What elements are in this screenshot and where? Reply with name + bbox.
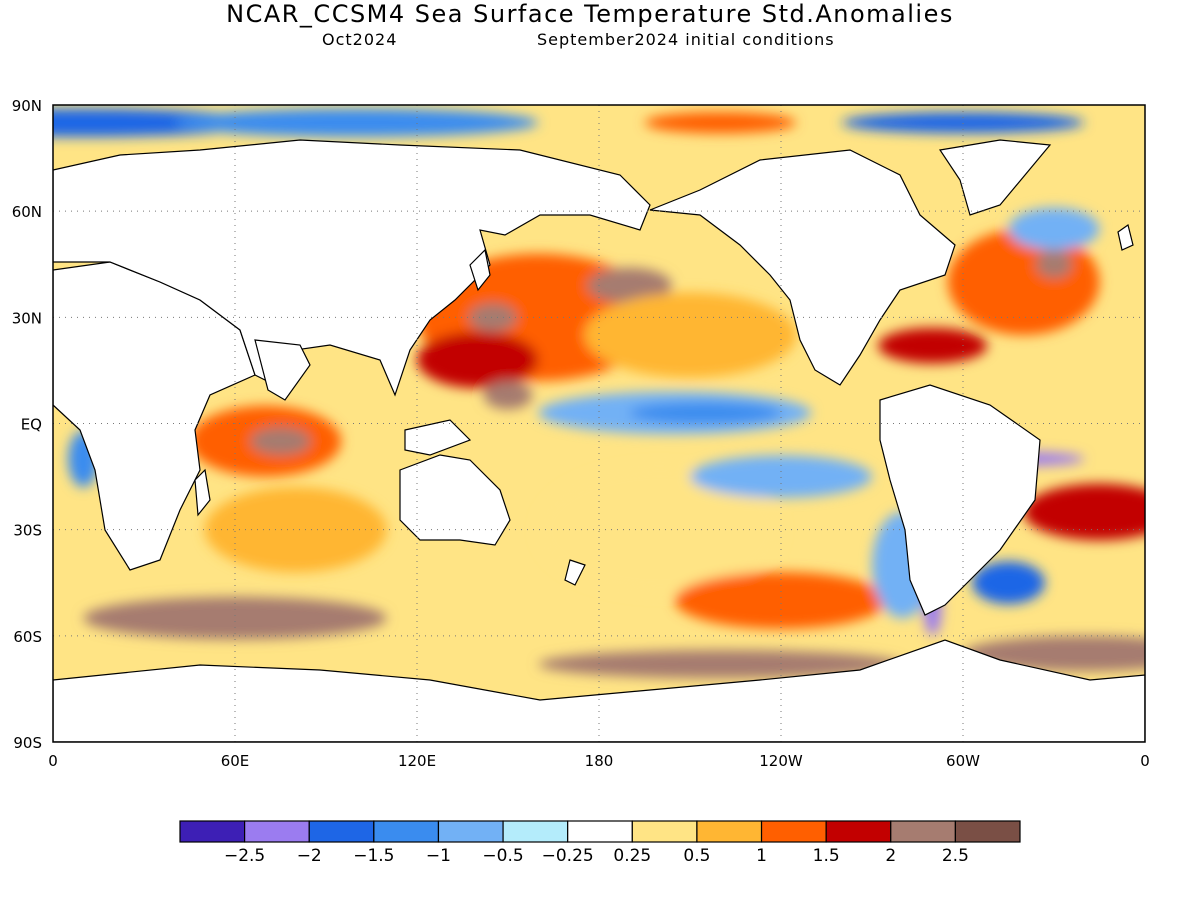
colorbar-label: −1.5 (353, 846, 394, 866)
map-title: NCAR_CCSM4 Sea Surface Temperature Std.A… (226, 0, 954, 28)
colorbar-label: −0.25 (542, 846, 594, 866)
lon-tick-label: 120E (398, 752, 436, 770)
lon-tick-label: 60E (221, 752, 250, 770)
colorbar-label: 2.5 (942, 846, 969, 866)
colorbar-swatch (373, 820, 440, 843)
lat-tick-label: 90S (13, 734, 42, 752)
anomaly-region-11 (83, 596, 387, 640)
lon-tick-label: 0 (48, 752, 58, 770)
colorbar-label: 0.25 (613, 846, 651, 866)
colorbar-label: −1 (426, 846, 451, 866)
colorbar-swatch (437, 820, 504, 843)
anomaly-region-9 (690, 455, 872, 498)
map-frame (52, 104, 1146, 743)
anomaly-region-10 (674, 572, 888, 629)
anomaly-region-21 (972, 561, 1045, 604)
colorbar-swatch (954, 820, 1021, 843)
axis-tick-labels: 90N 60N 30N EQ 30S 60S 90S 0 60E 120E 180 120W 60W 0 (12, 97, 1150, 770)
lon-tick-label: 180 (585, 752, 614, 770)
colorbar: −2.5 −2 −1.5 −1 −0.5 −0.25 0.25 0.5 1 1.5 2 2.5 (179, 820, 1021, 866)
land-uk (1117, 224, 1134, 251)
colorbar-swatch (308, 820, 375, 843)
anomaly-region-2 (468, 303, 518, 332)
anomaly-region-4 (483, 381, 533, 410)
gridlines (53, 105, 1145, 742)
landmasses (53, 139, 1145, 742)
anomaly-region-29 (841, 112, 1085, 134)
lon-tick-label: 120W (759, 752, 803, 770)
anomaly-region-17 (1035, 250, 1073, 279)
colorbar-swatch (760, 820, 827, 843)
land-eurasia (53, 139, 651, 397)
colorbar-label: 2 (885, 846, 896, 866)
land-india (254, 339, 311, 401)
lon-tick-label: 0 (1140, 752, 1150, 770)
sst-anomaly-map (53, 105, 1145, 742)
anomaly-region-28 (644, 112, 797, 134)
colorbar-swatch (244, 820, 310, 843)
land-madagascar (194, 468, 211, 517)
lat-tick-label: 30S (13, 522, 42, 540)
initial-conditions-label: September2024 initial conditions (537, 30, 835, 49)
land-south-america (879, 384, 1041, 616)
colorbar-label: −0.5 (482, 846, 523, 866)
land-japan (469, 248, 491, 292)
anomaly-region-19 (1008, 207, 1100, 251)
colorbar-swatch (890, 820, 956, 843)
colorbar-label: 1.5 (813, 846, 840, 866)
lat-tick-label: 60S (13, 628, 42, 646)
anomaly-region-20 (1023, 483, 1145, 541)
colorbar-label: −2.5 (224, 846, 265, 866)
colorbar-swatch (825, 820, 892, 843)
colorbar-swatch (502, 820, 569, 843)
colorbar-swatch (631, 820, 698, 843)
forecast-month: Oct2024 (322, 30, 398, 49)
land-antarctica (53, 639, 1145, 742)
colorbar-swatch (567, 820, 633, 843)
land-australia (399, 454, 511, 546)
anomaly-region-1 (586, 267, 672, 304)
anomaly-region-3 (417, 331, 539, 389)
land-new-zealand (564, 559, 586, 586)
land-indonesia (404, 419, 472, 456)
anomaly-region-27 (174, 108, 539, 137)
lat-tick-label: 90N (12, 97, 42, 115)
lat-tick-label: EQ (21, 416, 42, 434)
colorbar-label: 0.5 (683, 846, 710, 866)
anomaly-region-18 (878, 327, 988, 364)
anomaly-region-15 (204, 487, 387, 573)
land-north-america (649, 149, 956, 386)
colorbar-swatch (696, 820, 763, 843)
land-greenland (938, 139, 1052, 216)
anomaly-region-14 (250, 427, 311, 456)
anomaly-region-12 (538, 649, 903, 679)
lat-tick-label: 60N (12, 203, 42, 221)
lon-tick-label: 60W (946, 752, 980, 770)
colorbar-swatch (179, 820, 246, 843)
anomaly-region-5 (583, 292, 797, 378)
colorbar-label: 1 (756, 846, 767, 866)
colorbar-label: −2 (297, 846, 322, 866)
anomaly-region-7 (629, 402, 782, 424)
lat-tick-label: 30N (12, 309, 42, 327)
